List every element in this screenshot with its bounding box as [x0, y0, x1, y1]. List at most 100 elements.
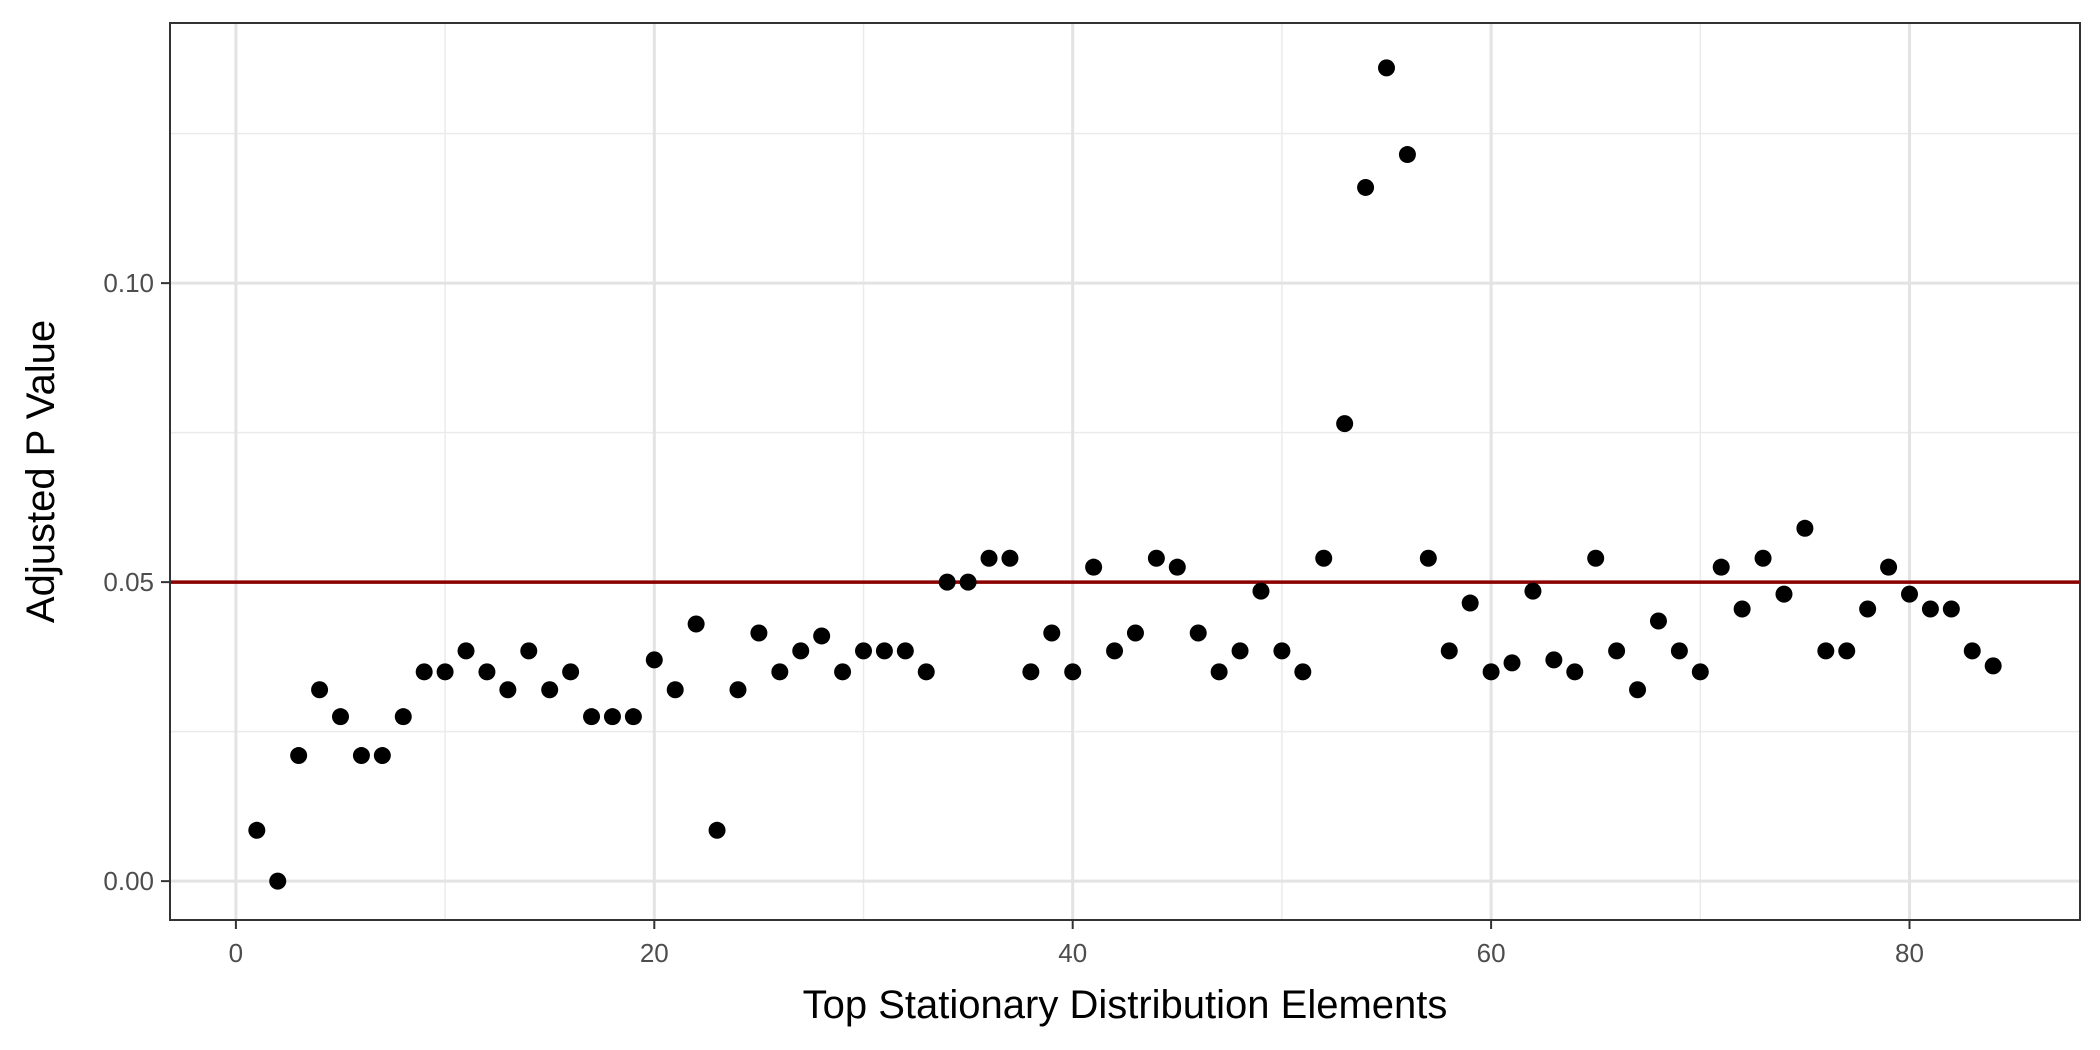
data-point	[645, 651, 663, 669]
x-tick-label: 80	[1895, 938, 1924, 968]
data-point	[603, 708, 621, 726]
y-tick-label: 0.05	[103, 567, 154, 597]
data-point	[1085, 558, 1103, 576]
data-point	[1754, 549, 1772, 567]
data-point	[1378, 59, 1396, 77]
data-point	[1189, 624, 1207, 642]
data-point	[1691, 663, 1709, 681]
data-point	[792, 642, 810, 660]
data-point	[1733, 600, 1751, 618]
y-tick-label: 0.00	[103, 866, 154, 896]
data-point	[666, 681, 684, 699]
data-point	[1482, 663, 1500, 681]
data-point	[813, 627, 831, 645]
data-point	[1545, 651, 1563, 669]
data-point	[1001, 549, 1019, 567]
grid-lines	[170, 23, 2080, 920]
data-point	[541, 681, 559, 699]
data-point	[1168, 558, 1186, 576]
axis-ticks	[161, 282, 1911, 929]
data-point	[1252, 582, 1270, 600]
data-point	[834, 663, 852, 681]
plot-panel-border	[169, 22, 2081, 921]
data-point	[854, 642, 872, 660]
data-point	[1880, 558, 1898, 576]
data-point	[1566, 663, 1584, 681]
data-point	[771, 663, 789, 681]
data-point	[687, 615, 705, 633]
data-point	[311, 681, 329, 699]
data-point	[1273, 642, 1291, 660]
data-point	[917, 663, 935, 681]
data-point	[1461, 594, 1479, 612]
data-point	[1838, 642, 1856, 660]
data-point	[478, 663, 496, 681]
x-tick-label: 60	[1477, 938, 1506, 968]
data-point	[938, 573, 956, 591]
data-point	[1963, 642, 1981, 660]
data-point	[499, 681, 517, 699]
data-point	[1147, 549, 1165, 567]
data-point	[1587, 549, 1605, 567]
data-point	[1210, 663, 1228, 681]
data-point	[896, 642, 914, 660]
x-tick-labels: 0 20 40 60 80	[229, 938, 1924, 968]
data-point	[1670, 642, 1688, 660]
data-point	[1817, 642, 1835, 660]
data-point	[1064, 663, 1082, 681]
data-point	[1315, 549, 1333, 567]
data-point	[1796, 519, 1814, 537]
data-point	[457, 642, 475, 660]
data-point	[959, 573, 977, 591]
data-point	[624, 708, 642, 726]
data-point	[1921, 600, 1939, 618]
data-point	[394, 708, 412, 726]
data-point	[1440, 642, 1458, 660]
data-point	[1294, 663, 1312, 681]
data-point	[1043, 624, 1061, 642]
data-point	[520, 642, 538, 660]
data-point	[1126, 624, 1144, 642]
x-tick-label: 0	[229, 938, 243, 968]
data-point	[248, 821, 266, 839]
data-point	[1629, 681, 1647, 699]
data-point	[1357, 178, 1375, 196]
data-point	[1859, 600, 1877, 618]
data-point	[583, 708, 601, 726]
data-point	[331, 708, 349, 726]
data-point	[290, 747, 308, 765]
data-point	[875, 642, 893, 660]
data-point	[1608, 642, 1626, 660]
data-point	[1398, 146, 1416, 164]
x-tick-label: 40	[1058, 938, 1087, 968]
data-point	[1336, 415, 1354, 433]
y-tick-labels: 0.00 0.05 0.10	[103, 268, 154, 896]
data-point	[1984, 657, 2002, 675]
data-point	[352, 747, 370, 765]
y-axis-title: Adjusted P Value	[19, 320, 63, 623]
data-point	[1106, 642, 1124, 660]
data-point	[1022, 663, 1040, 681]
data-point	[750, 624, 768, 642]
x-tick-label: 20	[640, 938, 669, 968]
data-point	[269, 872, 287, 890]
data-point	[1775, 585, 1793, 603]
data-point	[1524, 582, 1542, 600]
data-point	[1712, 558, 1730, 576]
data-point	[415, 663, 433, 681]
data-point	[1419, 549, 1437, 567]
data-point	[980, 549, 998, 567]
data-points	[248, 59, 2002, 890]
data-point	[562, 663, 580, 681]
data-point	[1231, 642, 1249, 660]
data-point	[373, 747, 391, 765]
data-point	[1503, 654, 1521, 672]
x-axis-title: Top Stationary Distribution Elements	[803, 983, 1448, 1027]
data-point	[729, 681, 747, 699]
data-point	[1901, 585, 1919, 603]
data-point	[708, 821, 726, 839]
data-point	[436, 663, 454, 681]
data-point	[1649, 612, 1667, 630]
data-point	[1942, 600, 1960, 618]
